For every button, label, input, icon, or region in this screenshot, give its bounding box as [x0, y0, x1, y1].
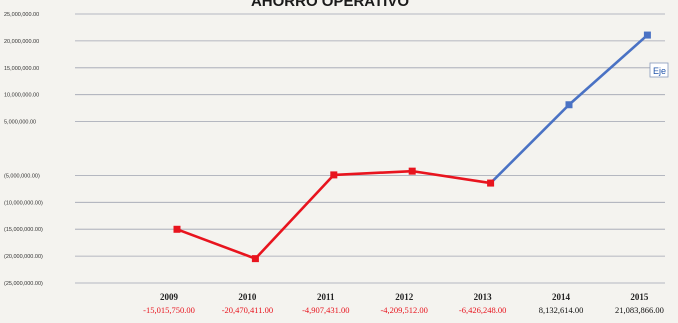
x-tick-label: 2013: [474, 292, 493, 302]
y-tick-label: (10,000,000.00): [4, 200, 43, 206]
data-label: -6,426,248.00: [459, 305, 506, 315]
y-tick-label: 15,000,000.00: [4, 66, 39, 72]
y-tick-label: 25,000,000.00: [4, 12, 39, 18]
x-tick-label: 2015: [630, 292, 649, 302]
y-tick-label: 10,000,000.00: [4, 93, 39, 99]
data-point: [565, 101, 573, 109]
y-tick-label: 20,000,000.00: [4, 39, 39, 45]
y-tick-label: (20,000,000.00): [4, 254, 43, 260]
x-axis-ticks: 2009 2010 2011 2012 2013 2014 2015: [160, 292, 649, 302]
tooltip-text: Eje: [653, 66, 666, 76]
data-point: [487, 179, 495, 187]
data-point: [408, 167, 416, 175]
x-tick-label: 2011: [317, 292, 335, 302]
series-segment: [175, 227, 257, 260]
data-point: [330, 171, 338, 179]
y-tick-label: (5,000,000.00): [4, 173, 40, 179]
x-tick-label: 2009: [160, 292, 179, 302]
x-tick-label: 2014: [552, 292, 571, 302]
series-line: [173, 31, 651, 263]
data-label: -15,015,750.00: [143, 305, 195, 315]
data-label: -20,470,411.00: [222, 305, 273, 315]
y-tick-label: (25,000,000.00): [4, 281, 43, 287]
x-tick-label: 2010: [238, 292, 257, 302]
data-point: [173, 225, 181, 233]
y-axis-ticks: 25,000,000.00 20,000,000.00 15,000,000.00 1…: [4, 12, 43, 287]
data-point: [251, 255, 259, 263]
y-tick-label: (15,000,000.00): [4, 227, 43, 233]
series-segment: [410, 169, 492, 185]
x-tick-label: 2012: [395, 292, 414, 302]
data-label: 21,083,866.00: [615, 305, 664, 315]
tooltip: Eje: [649, 62, 669, 78]
series-segment: [489, 103, 571, 185]
data-label: 8,132,614.00: [539, 305, 584, 315]
y-tick-label: 5,000,000.00: [4, 120, 36, 126]
data-point: [643, 31, 651, 39]
series-segment: [254, 173, 336, 260]
data-label: -4,907,431.00: [302, 305, 349, 315]
data-label: -4,209,512.00: [380, 305, 427, 315]
data-labels: -15,015,750.00 -20,470,411.00 -4,907,431.0…: [143, 305, 664, 315]
series-segment: [332, 169, 414, 177]
series-segment: [567, 33, 649, 107]
chart-title: AHORRO OPERATIVO: [251, 0, 409, 10]
gridlines: [75, 13, 665, 284]
